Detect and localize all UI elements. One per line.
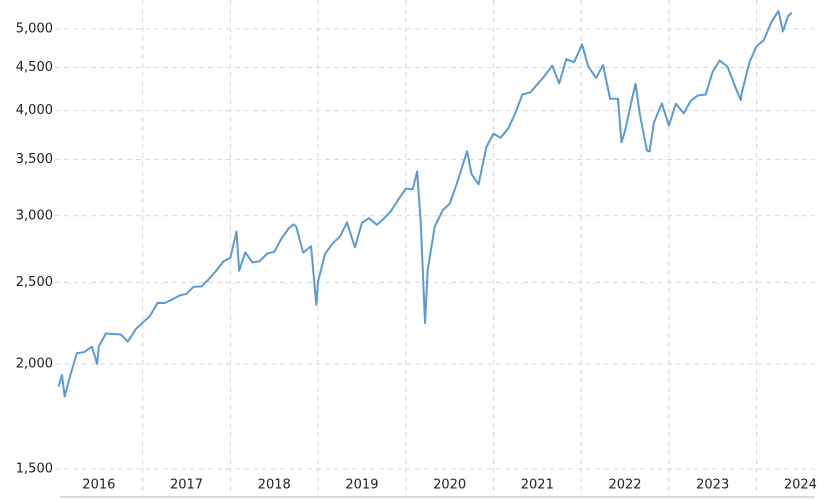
price-line	[57, 9, 793, 398]
x-tick-label: 2020	[433, 478, 466, 493]
x-tick-label: 2024	[784, 478, 817, 493]
y-tick-label: 4,500	[16, 60, 53, 75]
x-tick-label: 2016	[82, 478, 115, 493]
y-tick-label: 3,500	[16, 152, 53, 167]
x-tick-label: 2023	[696, 478, 729, 493]
x-tick-label: 2017	[170, 478, 203, 493]
y-tick-label: 2,000	[16, 356, 53, 371]
y-tick-label: 5,000	[16, 22, 53, 37]
x-tick-label: 2022	[608, 478, 641, 493]
x-tick-label: 2019	[345, 478, 378, 493]
x-tick-label: 2018	[258, 478, 291, 493]
y-tick-label: 4,000	[16, 103, 53, 118]
y-tick-label: 3,000	[16, 208, 53, 223]
x-tick-label: 2021	[521, 478, 554, 493]
y-tick-label: 2,500	[16, 275, 53, 290]
y-tick-label: 1,500	[16, 462, 53, 477]
